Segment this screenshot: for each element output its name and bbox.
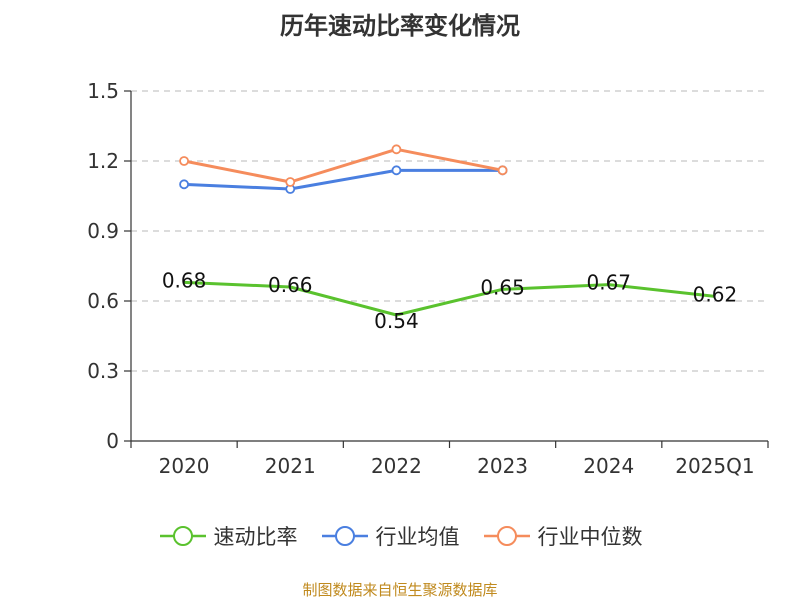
- legend-marker-icon: [159, 526, 206, 546]
- series-point: [179, 156, 189, 166]
- series-point: [179, 179, 189, 190]
- x-tick-label: 2020: [159, 454, 210, 478]
- legend-item[interactable]: 行业中位数: [482, 521, 643, 551]
- series-line: [184, 168, 503, 191]
- legend-label: 行业均值: [375, 525, 460, 549]
- source-note: 制图数据来自恒生聚源数据库: [302, 581, 498, 599]
- y-tick-label: 0.3: [87, 359, 119, 383]
- data-labels: 0.68 0.66 0.54 0.65 0.67 0.62: [162, 268, 737, 333]
- data-label: 0.67: [586, 271, 631, 295]
- data-label: 0.62: [693, 282, 738, 306]
- y-tick-label: 0.6: [87, 289, 119, 313]
- legend-item[interactable]: 速动比率: [158, 521, 298, 551]
- data-label: 0.65: [480, 275, 525, 299]
- x-tick-label: 2021: [265, 454, 316, 478]
- chart-title: 历年速动比率变化情况: [280, 12, 520, 40]
- legend-label: 速动比率: [213, 525, 298, 549]
- series-point: [285, 177, 296, 187]
- series-lines: [179, 144, 716, 317]
- y-tick-label: 0: [106, 429, 119, 453]
- legend-marker-icon: [483, 526, 530, 546]
- legend-item[interactable]: 行业均值: [320, 521, 460, 551]
- axes: 0 0.3 0.6 0.9 1.2 1.5 2020 2021 2022 2023 2024 2025…: [87, 79, 769, 478]
- x-tick-label: 2024: [583, 454, 634, 478]
- legend-circle: [496, 526, 517, 546]
- x-tick-label: 2022: [371, 454, 422, 478]
- grid-lines: [131, 90, 768, 372]
- y-tick-label: 0.9: [87, 219, 119, 243]
- data-label: 0.68: [162, 268, 207, 292]
- legend-circle: [172, 526, 193, 546]
- series-line: [184, 280, 716, 317]
- series-line: [183, 147, 503, 184]
- data-label: 0.54: [374, 309, 419, 333]
- x-tick-label: 2025Q1: [675, 454, 754, 478]
- legend-label: 行业中位数: [537, 525, 643, 549]
- legend-circle: [334, 526, 355, 546]
- series-point: [497, 165, 508, 176]
- y-tick-label: 1.5: [87, 79, 119, 103]
- legend-marker-icon: [321, 526, 368, 546]
- y-tick-label: 1.2: [87, 149, 119, 173]
- series-point: [391, 144, 402, 155]
- legend: 速动比率 行业均值 行业中位数: [0, 516, 800, 556]
- data-label: 0.66: [268, 273, 313, 297]
- series-point: [391, 165, 402, 176]
- x-tick-label: 2023: [477, 454, 528, 478]
